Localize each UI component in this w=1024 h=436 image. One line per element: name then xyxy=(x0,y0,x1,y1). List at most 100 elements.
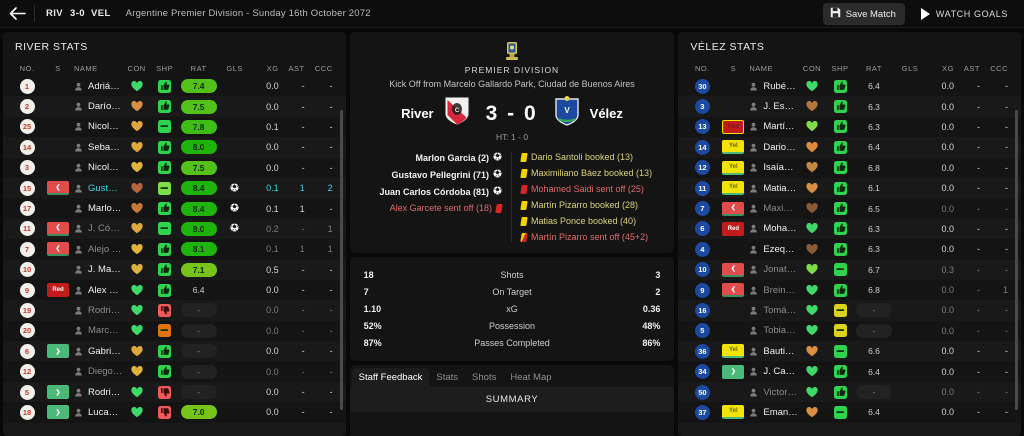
match-event[interactable]: Gustavo Pellegrini (71) xyxy=(391,169,502,180)
table-row[interactable]: 9 Red Alex Garcete 6.4 0.0 - - xyxy=(3,280,346,300)
table-row[interactable]: 5 Tobias Lillo - 0.0 - - xyxy=(678,321,1021,341)
player-name-cell[interactable]: Bautista Menino xyxy=(749,346,798,357)
table-row[interactable]: 36 Yel Bautista Menino 6.6 0.0 - - xyxy=(678,341,1021,362)
player-name-cell[interactable]: Maximiliano Báez xyxy=(749,203,798,214)
save-match-button[interactable]: Save Match xyxy=(822,3,905,25)
player-name-cell[interactable]: Martín Pizarro xyxy=(749,121,798,132)
table-row[interactable]: 5 ❯ Rodrigo Bogado - 0.0 - - xyxy=(3,381,346,403)
player-name-cell[interactable]: Marcelo González xyxy=(74,325,123,336)
table-row[interactable]: 16 Tomás Trujillo - 0.0 - - xyxy=(678,300,1021,321)
player-status: Red xyxy=(42,283,74,298)
player-name-cell[interactable]: Diego Bazán xyxy=(74,366,123,377)
player-name-cell[interactable]: Sebastián Aloisi xyxy=(74,142,123,153)
table-row[interactable]: 25 Nicolas Oliva 7.8 0.1 - - xyxy=(3,117,346,137)
tab-shots[interactable]: Shots xyxy=(472,372,497,383)
player-name-cell[interactable]: Alejo Zalazar xyxy=(74,244,123,255)
table-row[interactable]: 11 Yel Matias Ponce 6.1 0.0 - - xyxy=(678,177,1021,199)
table-row[interactable]: 14 Yel Dario Santoli 6.4 0.0 - - xyxy=(678,137,1021,158)
table-row[interactable]: 14 Sebastián Aloisi 8.0 0.0 - - xyxy=(3,137,346,158)
shirt-number: 30 xyxy=(687,78,717,94)
position-icon xyxy=(749,224,758,233)
match-event[interactable]: Juan Carlos Córdoba (81) xyxy=(379,186,502,197)
table-row[interactable] xyxy=(3,422,346,436)
table-row[interactable]: 10 ❮ Jonathan Viegas 6.7 0.3 - - xyxy=(678,259,1021,280)
stat-away-value: 86% xyxy=(642,337,661,348)
table-row[interactable]: 12 Diego Bazán - 0.0 - - xyxy=(3,361,346,381)
table-row[interactable]: 34 ❯ J. Cancina 6.4 0.0 - - xyxy=(678,361,1021,381)
away-scrollbar[interactable] xyxy=(1015,110,1018,410)
table-row[interactable]: 12 Yel Isaías Romero 6.8 0.0 - - xyxy=(678,158,1021,178)
table-row[interactable]: 18 ❯ Lucas Iglesias 7.0 0.0 - - xyxy=(3,402,346,422)
player-name-cell[interactable]: J. Escudero xyxy=(749,101,798,112)
player-name-cell[interactable]: Isaías Romero xyxy=(749,162,798,173)
position-icon xyxy=(749,408,758,417)
player-name-cell[interactable]: Tobias Lillo xyxy=(749,325,798,336)
match-event[interactable]: Mohamed Saidi sent off (25) xyxy=(520,184,644,194)
player-name-cell[interactable]: Victor Grecco xyxy=(749,387,798,398)
tab-stats[interactable]: Stats xyxy=(436,372,459,383)
player-name-cell[interactable]: Rodrigo Bogado xyxy=(74,387,123,398)
table-row[interactable]: 10 J. Martínez 7.1 0.5 - - xyxy=(3,259,346,280)
player-name-cell[interactable]: Marlon Garcia xyxy=(74,203,123,214)
match-event[interactable]: Marlon Garcia (2) xyxy=(415,152,502,163)
table-row[interactable]: 20 Marcelo González - 0.0 - - xyxy=(3,321,346,341)
player-name-cell[interactable]: Nicolás Vidal xyxy=(74,162,123,173)
player-name-cell[interactable]: Nicolas Oliva xyxy=(74,121,123,132)
xg-value: 0.2 xyxy=(266,223,279,234)
match-event[interactable]: Maximiliano Báez booked (13) xyxy=(520,168,652,178)
tab-heat-map[interactable]: Heat Map xyxy=(510,372,552,383)
player-name-cell[interactable]: Gabriel Bisogno xyxy=(74,346,123,357)
table-row[interactable]: 4 Ezequiel Moyano 6.3 0.0 - - xyxy=(678,239,1021,259)
player-name-cell[interactable]: Emanuel Reyes xyxy=(749,407,798,418)
match-event[interactable]: Alex Garcete sent off (18) xyxy=(390,203,503,213)
home-scrollbar[interactable] xyxy=(339,110,343,410)
player-name-cell[interactable]: Rubén Perfetto xyxy=(749,81,798,92)
tab-staff-feedback[interactable]: Staff Feedback xyxy=(351,368,430,387)
table-row[interactable]: 13 Red Martín Pizarro 6.3 0.0 - - xyxy=(678,117,1021,137)
goal-ball-icon xyxy=(493,152,502,163)
player-name-cell[interactable]: Ezequiel Moyano xyxy=(749,244,798,255)
table-row[interactable]: 3 Nicolás Vidal 7.5 0.0 - - xyxy=(3,158,346,178)
back-arrow-icon[interactable] xyxy=(0,0,34,28)
goals-cell xyxy=(219,203,251,214)
table-row[interactable]: 30 Rubén Perfetto 6.4 0.0 - - xyxy=(678,76,1021,96)
player-name-cell[interactable]: Gustavo Pellegrini xyxy=(74,183,123,194)
table-row[interactable]: 2 Darío Navarro 7.5 0.0 - - xyxy=(3,96,346,117)
table-row[interactable]: 11 ❮ J. Córdoba 8.0 0.2 - 1 xyxy=(3,218,346,240)
player-name-cell[interactable]: Rodrigo González xyxy=(74,305,123,316)
player-name-cell[interactable]: Alex Garcete xyxy=(74,285,123,296)
player-rating: 6.7 xyxy=(868,264,880,275)
table-row[interactable]: 6 Red Mohamed Saidi 6.3 0.0 - - xyxy=(678,218,1021,240)
ccc-value: - xyxy=(329,407,333,418)
player-name-cell[interactable]: Darío Navarro xyxy=(74,101,123,112)
player-name-cell[interactable]: Jonathan Viegas xyxy=(749,264,798,275)
table-row[interactable]: 6 ❯ Gabriel Bisogno - 0.0 - - xyxy=(3,341,346,362)
player-name-cell[interactable]: Lucas Iglesias xyxy=(74,407,123,418)
table-row[interactable]: 15 ❮ Gustavo Pellegrini 8.4 0.1 1 2 xyxy=(3,177,346,199)
match-event[interactable]: Martín Pizarro booked (28) xyxy=(520,200,638,210)
table-row[interactable]: 17 Marlon Garcia 8.4 0.1 1 - xyxy=(3,198,346,218)
player-name-cell[interactable]: J. Cancina xyxy=(749,366,798,377)
match-event[interactable]: Matias Ponce booked (40) xyxy=(520,216,636,226)
watch-goals-button[interactable]: WATCH GOALS xyxy=(913,4,1016,24)
match-event[interactable]: Dario Santoli booked (13) xyxy=(520,152,633,162)
table-row[interactable]: 50 Victor Grecco - 0.0 - - xyxy=(678,381,1021,403)
player-name-cell[interactable]: Adrián Brandán xyxy=(74,81,123,92)
player-name-cell[interactable]: Dario Santoli xyxy=(749,142,798,153)
player-name-cell[interactable]: J. Córdoba xyxy=(74,223,123,234)
player-name-cell[interactable]: Matias Ponce xyxy=(749,183,798,194)
player-name-cell[interactable]: J. Martínez xyxy=(74,264,123,275)
table-row[interactable]: 19 Rodrigo González - 0.0 - - xyxy=(3,300,346,321)
table-row[interactable]: 7 ❮ Maximiliano Báez 6.5 0.0 - - xyxy=(678,198,1021,218)
table-row[interactable]: 37 Yel Emanuel Reyes 6.4 0.0 - - xyxy=(678,402,1021,422)
xg-value: 0.0 xyxy=(941,183,954,194)
table-row[interactable]: 3 J. Escudero 6.3 0.0 - - xyxy=(678,96,1021,117)
match-event[interactable]: Martín Pizarro sent off (45+2) xyxy=(520,232,648,242)
player-name-cell[interactable]: Mohamed Saidi xyxy=(749,223,798,234)
player-name-cell[interactable]: Tomás Trujillo xyxy=(749,305,798,316)
table-row[interactable]: 1 Adrián Brandán 7.4 0.0 - - xyxy=(3,76,346,96)
table-row[interactable]: 9 ❮ Breiner Guerra 6.8 0.0 - 1 xyxy=(678,280,1021,300)
table-row[interactable]: 7 ❮ Alejo Zalazar 8.1 0.1 1 1 xyxy=(3,239,346,259)
table-row[interactable] xyxy=(678,422,1021,436)
player-name-cell[interactable]: Breiner Guerra xyxy=(749,285,798,296)
